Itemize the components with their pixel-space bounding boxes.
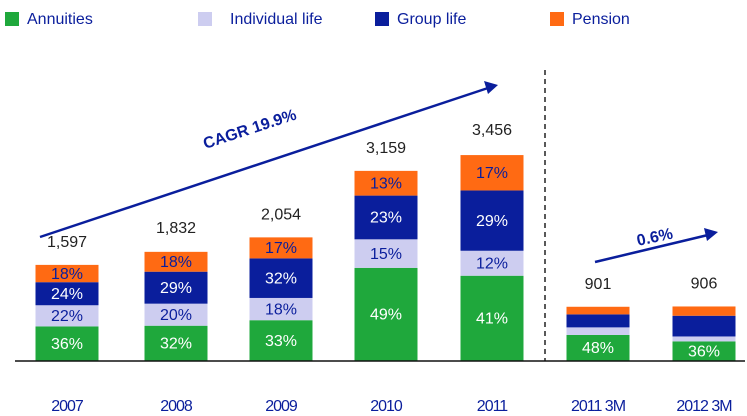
bar-segment bbox=[566, 327, 630, 335]
bar-segment bbox=[672, 315, 736, 337]
legend-label: Annuities bbox=[27, 11, 93, 28]
bar-segment bbox=[672, 341, 736, 361]
bar-segment bbox=[35, 305, 99, 327]
segment-label: 29% bbox=[160, 280, 192, 297]
legend-swatch bbox=[5, 12, 19, 26]
segment-label: 18% bbox=[51, 266, 83, 283]
segment-label: 24% bbox=[51, 286, 83, 303]
bar-segment bbox=[144, 303, 208, 326]
bar-segment bbox=[249, 297, 313, 321]
annotation: CAGR 19.9% bbox=[201, 107, 298, 153]
bar-segment bbox=[460, 250, 524, 276]
bar-segment bbox=[249, 258, 313, 298]
segment-label: 12% bbox=[476, 255, 508, 272]
total-label: 3,456 bbox=[472, 122, 512, 139]
segment-label: 36% bbox=[51, 336, 83, 353]
arrow-head bbox=[704, 228, 718, 241]
legend-swatch bbox=[550, 12, 564, 26]
total-label: 1,832 bbox=[156, 220, 196, 237]
bar-segment bbox=[460, 155, 524, 191]
trend-arrow bbox=[39, 86, 489, 239]
segment-label: 15% bbox=[370, 246, 402, 263]
legend-label: Individual life bbox=[230, 11, 323, 28]
segment-label: 18% bbox=[160, 254, 192, 271]
segment-label: 20% bbox=[160, 307, 192, 324]
segment-label: 13% bbox=[370, 175, 402, 192]
bar-segment bbox=[35, 264, 99, 283]
segment-label: 32% bbox=[160, 336, 192, 353]
bar-segment bbox=[566, 314, 630, 328]
segment-label: 48% bbox=[582, 340, 614, 357]
x-tick-label: 2011 bbox=[477, 398, 509, 415]
total-label: 1,597 bbox=[47, 234, 87, 251]
bar-segment bbox=[672, 336, 736, 342]
bar-segment bbox=[35, 326, 99, 361]
annotation: 0.6% bbox=[635, 226, 674, 250]
segment-label: 36% bbox=[688, 343, 720, 360]
segment-label: 41% bbox=[476, 311, 508, 328]
x-tick-label: 2011 3M bbox=[571, 398, 626, 415]
total-label: 2,054 bbox=[261, 207, 301, 224]
trend-arrow bbox=[594, 233, 709, 264]
bar-segment bbox=[35, 282, 99, 306]
legend-label: Pension bbox=[572, 11, 630, 28]
bar-segment bbox=[566, 334, 630, 361]
bar-segment bbox=[354, 267, 418, 361]
segment-label: 22% bbox=[51, 308, 83, 325]
segment-label: 17% bbox=[476, 165, 508, 182]
segment-label: 32% bbox=[265, 270, 297, 287]
bar-segment bbox=[249, 237, 313, 259]
x-tick-label: 2007 bbox=[51, 398, 84, 415]
bar-segment bbox=[354, 170, 418, 196]
segment-label: 33% bbox=[265, 333, 297, 350]
segment-label: 29% bbox=[476, 213, 508, 230]
total-label: 906 bbox=[691, 276, 718, 293]
segment-label: 18% bbox=[265, 301, 297, 318]
bar-segment bbox=[460, 275, 524, 361]
bar-segment bbox=[144, 325, 208, 361]
total-label: 3,159 bbox=[366, 140, 406, 157]
legend-swatch bbox=[198, 12, 212, 26]
bar-segment bbox=[354, 195, 418, 240]
bar-segment bbox=[354, 239, 418, 268]
x-tick-label: 2008 bbox=[160, 398, 193, 415]
bar-segment bbox=[460, 190, 524, 251]
bar-segment bbox=[144, 271, 208, 304]
bar-segment bbox=[144, 251, 208, 272]
bar-segment bbox=[672, 306, 736, 316]
bar-segment bbox=[566, 306, 630, 315]
segment-label: 49% bbox=[370, 307, 402, 324]
x-tick-label: 2012 3M bbox=[676, 398, 732, 415]
legend-swatch bbox=[375, 12, 389, 26]
x-tick-label: 2009 bbox=[265, 398, 298, 415]
legend-label: Group life bbox=[397, 11, 466, 28]
bar-segment bbox=[249, 320, 313, 361]
segment-label: 17% bbox=[265, 240, 297, 257]
total-label: 901 bbox=[585, 276, 612, 293]
x-tick-label: 2010 bbox=[370, 398, 403, 415]
arrow-head bbox=[484, 81, 498, 94]
segment-label: 23% bbox=[370, 210, 402, 227]
